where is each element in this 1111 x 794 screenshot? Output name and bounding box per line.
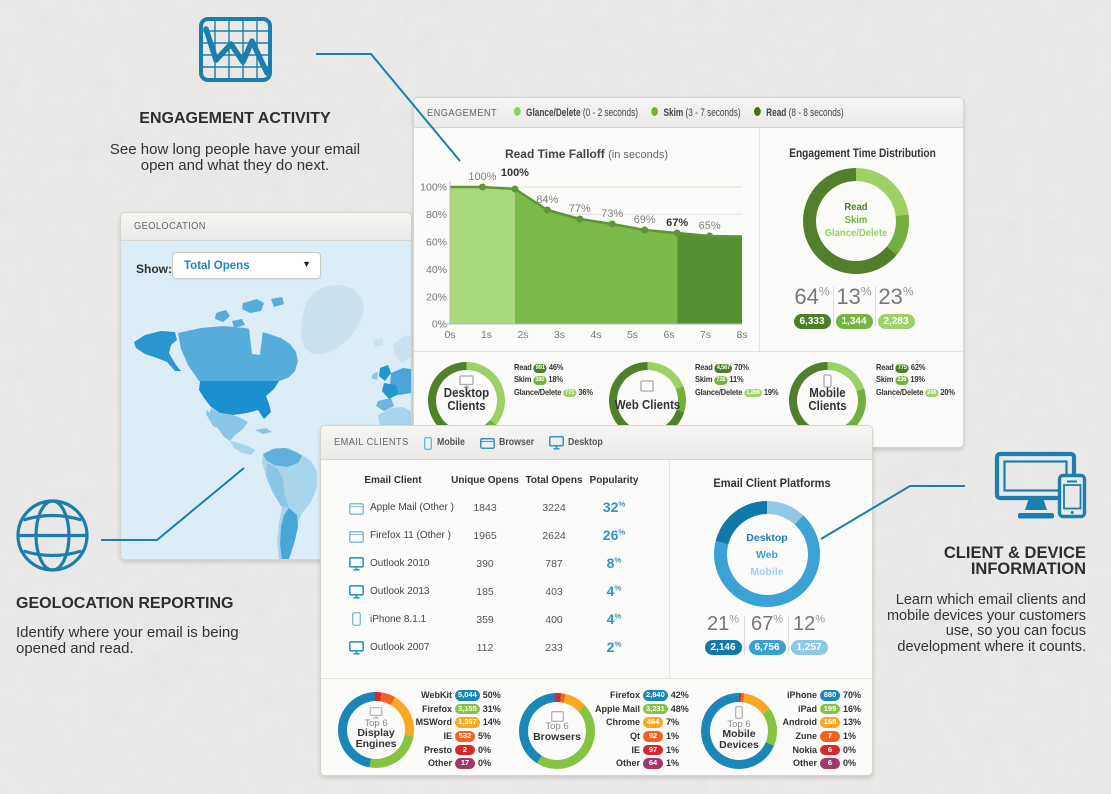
svg-text:6s: 6s [663,329,674,341]
svg-text:100%: 100% [468,171,496,183]
svg-text:100%: 100% [420,182,447,194]
svg-text:4s: 4s [590,329,601,341]
svg-text:2s: 2s [517,329,528,341]
svg-text:1s: 1s [481,329,492,341]
svg-text:77%: 77% [569,203,591,215]
svg-text:80%: 80% [426,209,447,221]
svg-text:73%: 73% [601,208,623,220]
svg-text:8s: 8s [736,329,747,341]
svg-text:65%: 65% [699,220,721,232]
svg-text:0s: 0s [444,329,455,341]
svg-text:20%: 20% [426,292,447,304]
svg-text:40%: 40% [426,264,447,276]
svg-text:69%: 69% [634,214,656,226]
svg-text:5s: 5s [627,329,638,341]
svg-text:84%: 84% [536,194,558,206]
svg-text:7s: 7s [700,329,711,341]
svg-text:60%: 60% [426,237,447,249]
svg-text:0%: 0% [432,319,447,331]
svg-text:67%: 67% [666,217,688,229]
svg-text:3s: 3s [554,329,565,341]
svg-text:100%: 100% [501,167,529,179]
